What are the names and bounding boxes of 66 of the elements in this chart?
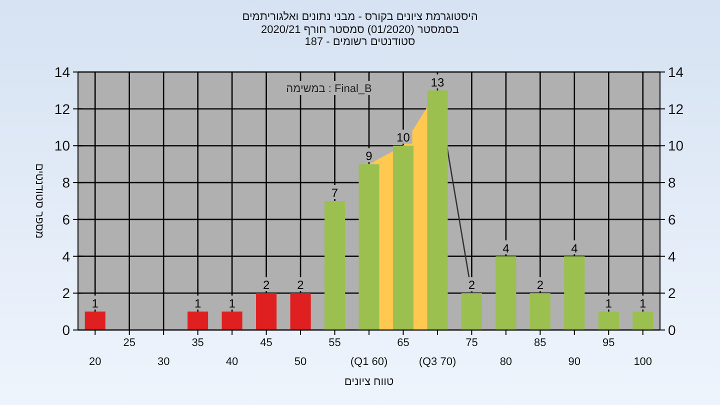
y2-tick-label: 10 bbox=[668, 138, 684, 154]
bar bbox=[188, 312, 208, 330]
x-tick-label: 45 bbox=[260, 337, 272, 349]
x-tick-label: 55 bbox=[328, 337, 341, 349]
y2-tick-label: 12 bbox=[668, 100, 684, 117]
data-label: 1 bbox=[228, 296, 236, 311]
y-axis-title: מספר סטודנטים bbox=[33, 163, 45, 239]
y2-tick-label: 2 bbox=[668, 285, 676, 302]
text: בסמסטר (01/2020) סמסטר חורף 2020/21 bbox=[260, 24, 460, 36]
y2-tick-label: 0 bbox=[668, 322, 676, 338]
y2-tick-label: 8 bbox=[668, 174, 676, 191]
x-tick-label: (Q1 60) bbox=[350, 356, 388, 368]
data-label: 1 bbox=[605, 296, 612, 311]
y2-tick-label: 14 bbox=[668, 64, 684, 80]
data-label: 2 bbox=[297, 278, 304, 292]
x-axis-title: טווח ציונים bbox=[344, 376, 394, 388]
bar bbox=[632, 312, 654, 330]
bar bbox=[324, 201, 346, 330]
data-label: 9 bbox=[366, 149, 373, 164]
data-label: 13 bbox=[430, 75, 444, 90]
x-tick-label: (Q3 70) bbox=[418, 356, 456, 368]
bar bbox=[461, 293, 482, 330]
data-label: 7 bbox=[331, 186, 338, 200]
y-tick-label: 6 bbox=[62, 211, 70, 228]
bar bbox=[84, 312, 106, 330]
bar bbox=[256, 293, 277, 330]
y-tick-label: 10 bbox=[54, 138, 70, 154]
y-tick-label: 0 bbox=[62, 322, 70, 338]
y2-tick-label: 4 bbox=[668, 248, 676, 264]
data-label: 4 bbox=[502, 241, 510, 256]
x-tick-label: 65 bbox=[397, 337, 410, 349]
data-label: 1 bbox=[194, 296, 202, 311]
annotation: במשימה : Final_B bbox=[286, 83, 372, 95]
y-tick-label: 4 bbox=[62, 248, 70, 264]
data-label: 4 bbox=[571, 241, 578, 256]
data-label: 2 bbox=[468, 278, 476, 292]
bar bbox=[222, 312, 242, 330]
x-tick-label: 25 bbox=[123, 337, 136, 349]
x-tick-label: 85 bbox=[534, 337, 546, 349]
chart-title: היסטוגרמת ציונים בקורס - מבני נתונים ואלגוריתמים bbox=[242, 11, 478, 23]
y-tick-label: 2 bbox=[62, 285, 70, 302]
bar bbox=[530, 293, 550, 330]
x-tick-label: 95 bbox=[602, 337, 615, 349]
data-label: 1 bbox=[640, 296, 647, 311]
data-label: 1 bbox=[92, 296, 99, 311]
y-tick-label: 12 bbox=[54, 100, 70, 117]
data-label: 2 bbox=[262, 278, 270, 292]
bar bbox=[564, 256, 585, 330]
bar bbox=[496, 256, 516, 330]
text: סטודנטים רשומים - 187 bbox=[304, 36, 416, 48]
x-tick-label: 80 bbox=[500, 356, 512, 368]
x-tick-label: 50 bbox=[294, 356, 307, 368]
y2-tick-label: 6 bbox=[668, 211, 676, 228]
x-tick-label: 90 bbox=[568, 356, 581, 368]
x-tick-label: 40 bbox=[226, 356, 238, 368]
x-tick-label: 100 bbox=[634, 356, 652, 368]
y-tick-label: 8 bbox=[62, 174, 70, 191]
data-label: 2 bbox=[536, 278, 544, 292]
x-tick-label: 20 bbox=[88, 356, 102, 368]
x-tick-label: 30 bbox=[157, 356, 170, 368]
y-tick-label: 14 bbox=[54, 64, 70, 80]
x-tick-label: 75 bbox=[466, 337, 478, 349]
data-label: 10 bbox=[396, 130, 410, 145]
x-tick-label: 35 bbox=[192, 337, 204, 349]
bar bbox=[598, 312, 619, 330]
bar bbox=[290, 293, 311, 330]
